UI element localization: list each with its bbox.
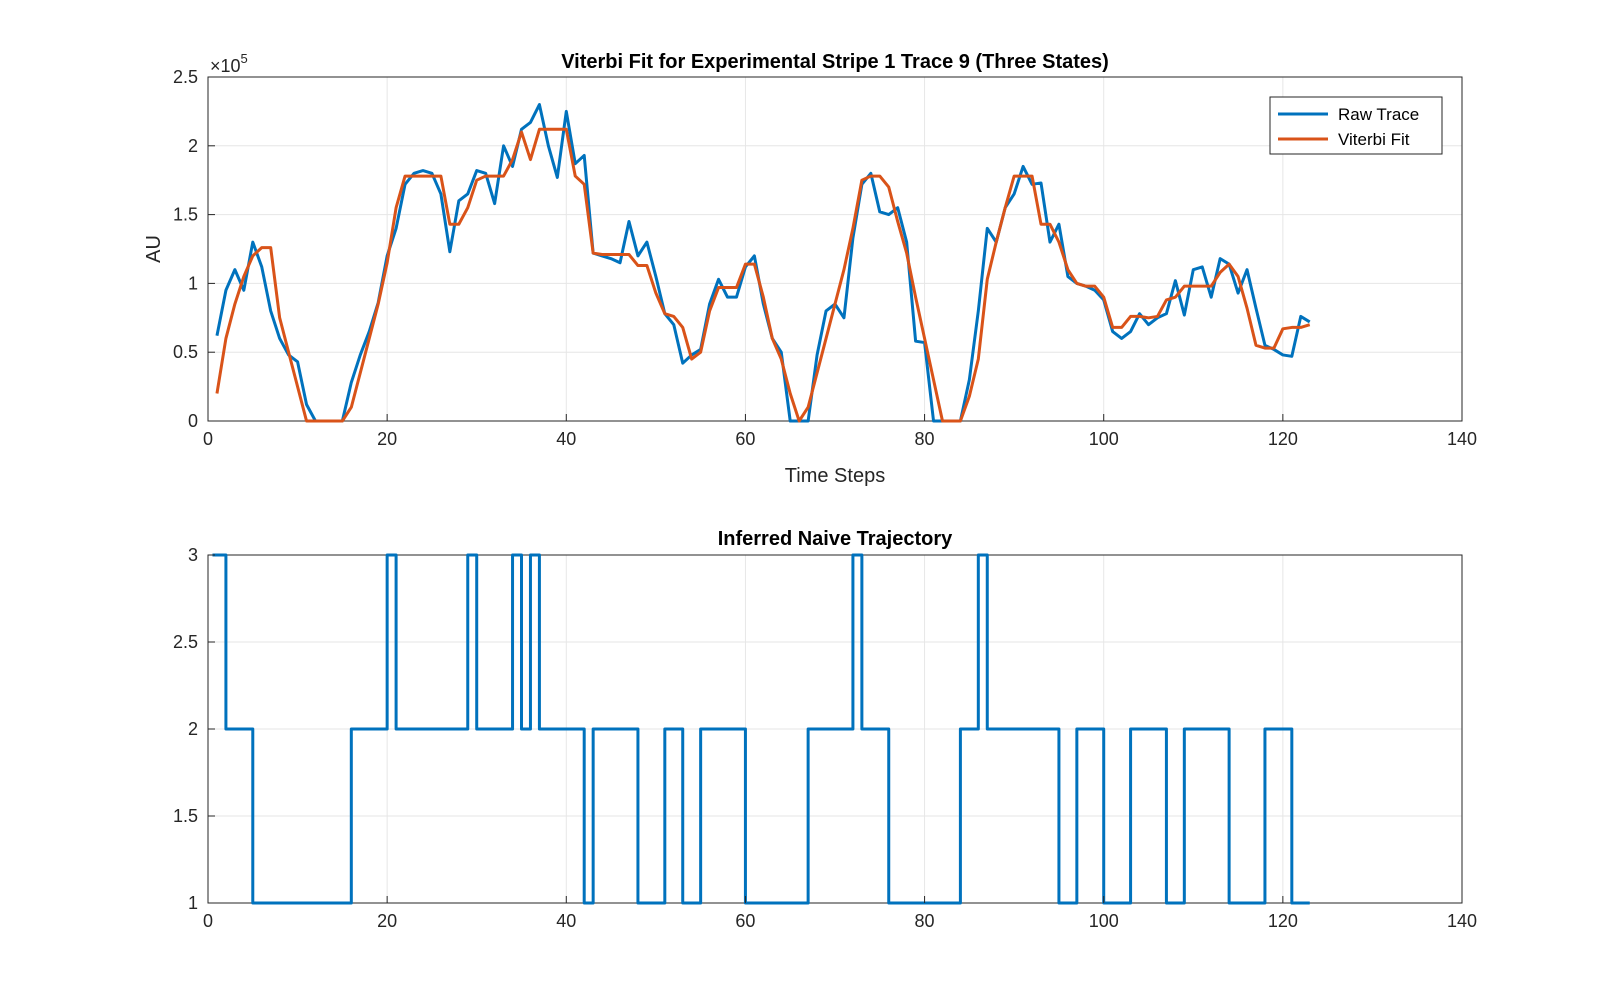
trajectory-line [212, 553, 1310, 905]
x-tick-label: 120 [1268, 911, 1298, 931]
top-axes: 0 20 40 60 80 100 120 140 0 0.5 1 1.5 2 2.5 Viterbi F… [143, 51, 1477, 487]
legend-label-viterbi-fit: Viterbi Fit [1338, 130, 1410, 149]
bottom-axes: 0 20 40 60 80 100 120 140 1 1.5 2 2.5 3 Inferred Nai… [173, 528, 1477, 931]
y-exponent-power: 5 [241, 51, 248, 66]
top-axes-frame [207, 76, 1463, 422]
bottom-series [212, 553, 1310, 905]
legend: Raw Trace Viterbi Fit [1269, 96, 1443, 155]
y-tick-label: 2.5 [173, 67, 198, 87]
top-series [215, 103, 1311, 423]
x-tick-label: 0 [203, 429, 213, 449]
x-tick-label: 60 [735, 429, 755, 449]
y-tick-label: 2 [188, 136, 198, 156]
y-tick-label: 3 [188, 545, 198, 565]
y-exponent-base: ×10 [210, 56, 241, 76]
svg-text:×105: ×105 [210, 51, 248, 76]
y-tick-label: 1.5 [173, 806, 198, 826]
x-tick-label: 120 [1268, 429, 1298, 449]
x-tick-label: 100 [1089, 429, 1119, 449]
x-tick-label: 20 [377, 911, 397, 931]
y-tick-label: 0 [188, 411, 198, 431]
y-tick-label: 0.5 [173, 342, 198, 362]
x-tick-label: 80 [915, 429, 935, 449]
legend-box [1269, 96, 1443, 155]
y-tick-label: 1 [188, 273, 198, 293]
x-tick-label: 40 [556, 429, 576, 449]
series-line-viterbi-fit [215, 127, 1311, 423]
y-tick-label: 2 [188, 719, 198, 739]
top-x-axis-label: Time Steps [785, 465, 885, 487]
y-tick-label: 1.5 [173, 205, 198, 225]
x-tick-label: 0 [203, 911, 213, 931]
x-tick-label: 80 [915, 911, 935, 931]
x-tick-label: 60 [735, 911, 755, 931]
y-tick-label: 2.5 [173, 632, 198, 652]
top-tick-labels: 0 20 40 60 80 100 120 140 0 0.5 1 1.5 2 2.5 [173, 67, 1477, 449]
x-tick-label: 40 [556, 911, 576, 931]
bottom-tick-labels: 0 20 40 60 80 100 120 140 1 1.5 2 2.5 3 [173, 545, 1477, 931]
bottom-chart-title: Inferred Naive Trajectory [718, 528, 953, 550]
y-exponent-label: ×105 [210, 51, 248, 76]
legend-label-raw-trace: Raw Trace [1338, 105, 1419, 124]
x-tick-label: 100 [1089, 911, 1119, 931]
x-tick-label: 140 [1447, 429, 1477, 449]
top-y-axis-label: AU [143, 235, 165, 263]
top-chart-title: Viterbi Fit for Experimental Stripe 1 Tr… [561, 51, 1109, 73]
y-tick-label: 1 [188, 893, 198, 913]
x-tick-label: 20 [377, 429, 397, 449]
x-tick-label: 140 [1447, 911, 1477, 931]
series-line-raw-trace [215, 103, 1311, 423]
